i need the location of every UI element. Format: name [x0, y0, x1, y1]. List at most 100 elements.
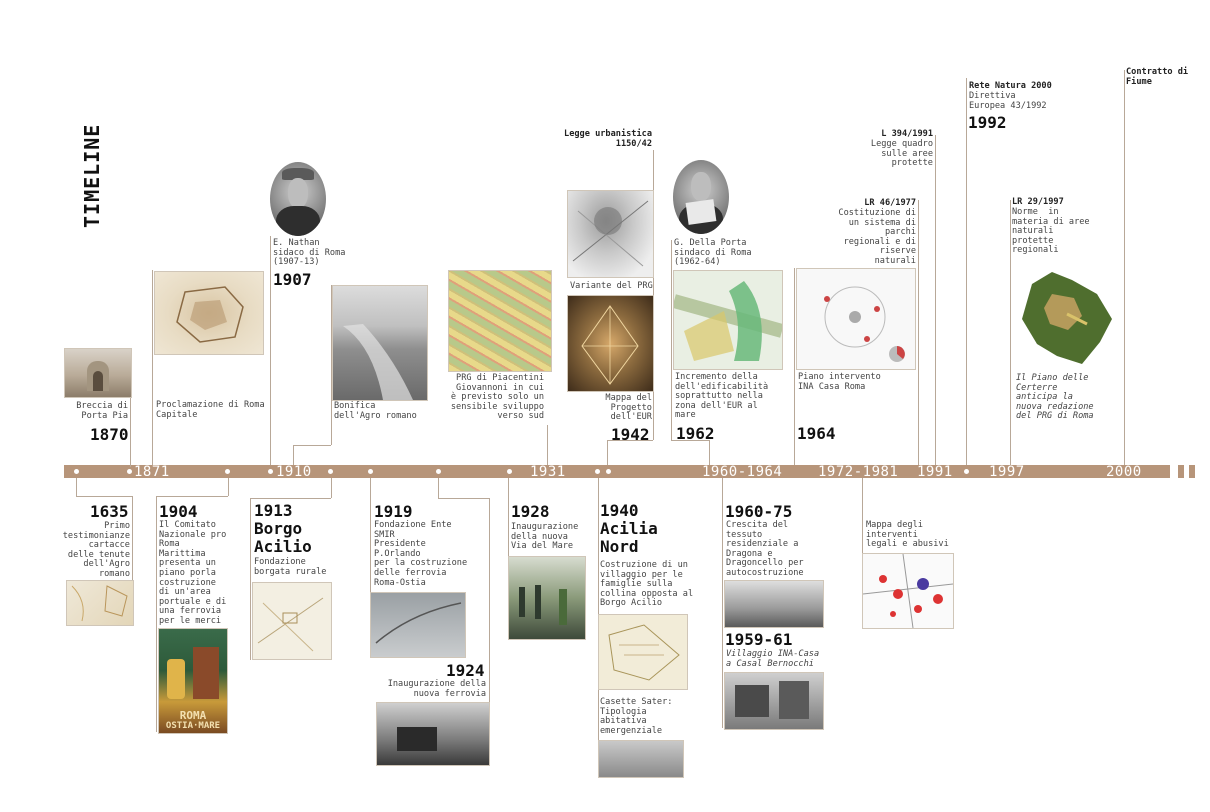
event-1997-text: Norme in materia di aree naturali protet…	[1012, 207, 1090, 256]
connector-line	[709, 440, 710, 465]
event-1919-year: 1919	[374, 502, 413, 521]
prg-piacentini-map	[448, 270, 552, 372]
bar-label-1931: 1931	[530, 464, 566, 480]
edificabilita-map	[673, 270, 783, 370]
event-1924-text: Inaugurazione della nuova ferrovia	[387, 679, 486, 699]
nuova-ferrovia-photo	[376, 702, 490, 766]
connector-line	[722, 478, 723, 728]
certerre-plan-map	[1012, 264, 1116, 372]
nathan-portrait	[270, 162, 326, 236]
dragona-photo	[724, 580, 824, 628]
connector-line	[76, 478, 77, 496]
via-del-mare-painting	[508, 556, 586, 640]
rome-capital-map	[154, 271, 264, 355]
ferrovia-roma-ostia-map	[370, 592, 466, 658]
connector-line	[489, 498, 490, 763]
event-1959-text: Villaggio INA-Casa a Casal Bernocchi	[726, 649, 820, 669]
event-1942-text2: Mappa del Progetto dell'EUR	[605, 393, 652, 423]
della-porta-portrait	[673, 160, 729, 234]
bar-label-1972-1981: 1972-1981	[818, 464, 899, 480]
bar-dot	[964, 469, 969, 474]
timeline-bar	[64, 465, 1170, 478]
roma-ostia-mare-poster: ROMA OSTIA·MARE	[158, 628, 228, 734]
event-1960-year: 1960-75	[725, 502, 793, 521]
connector-line	[438, 478, 439, 498]
bar-dot	[268, 469, 273, 474]
variante-prg-map	[567, 190, 654, 278]
event-1992-text: Direttiva Europea 43/1992	[969, 91, 1047, 111]
bar-label-1997: 1997	[989, 464, 1025, 480]
event-1964-year: 1964	[797, 424, 836, 443]
event-1910-text: Bonifica dell'Agro romano	[334, 401, 417, 421]
connector-line	[132, 496, 133, 624]
event-1977-text: Costituzione di un sistema di parchi reg…	[838, 208, 916, 266]
event-1904-text: Il Comitato Nazionale pro Roma Marittima…	[159, 520, 227, 626]
connector-line	[130, 385, 131, 467]
bar-dot	[127, 469, 132, 474]
event-2000-head: Contratto di Fiume	[1126, 67, 1189, 87]
event-1907-year: 1907	[273, 270, 312, 289]
borgata-rurale-plan	[252, 582, 332, 660]
event-1928-year: 1928	[511, 502, 550, 521]
connector-line	[1010, 200, 1011, 465]
connector-line	[331, 285, 332, 445]
event-1942-year: 1942	[611, 425, 650, 444]
connector-line	[293, 445, 331, 446]
event-1972-text: Mappa degli interventi legali e abusivi	[866, 520, 949, 550]
bar-dot	[328, 469, 333, 474]
event-1907-text: E. Nathan sidaco di Roma (1907-13)	[273, 238, 346, 268]
event-1919-text: Fondazione Ente SMIR Presidente P.Orland…	[374, 520, 468, 588]
connector-line	[156, 496, 157, 732]
connector-line	[152, 270, 153, 465]
acilia-nord-plan	[598, 614, 688, 690]
event-1870-year: 1870	[90, 425, 129, 444]
event-1940-text: Costruzione di un villaggio per le famig…	[600, 560, 694, 609]
connector-line	[607, 440, 608, 465]
connector-line	[156, 496, 228, 497]
timeline-title: TIMELINE	[74, 108, 110, 228]
bar-label-1991: 1991	[917, 464, 953, 480]
connector-line	[1124, 70, 1125, 465]
timeline-title-text: TIMELINE	[80, 123, 104, 228]
event-1962-text2: Incremento della dell'edificabilità sopr…	[675, 372, 769, 421]
casal-bernocchi-photo	[724, 672, 824, 730]
event-1635-year: 1635	[90, 502, 129, 521]
connector-line	[76, 496, 132, 497]
event-1992-year: 1992	[968, 113, 1007, 132]
connector-line	[438, 498, 489, 499]
connector-line	[228, 478, 229, 496]
bar-dot	[595, 469, 600, 474]
event-1940-year: 1940 Acilia Nord	[600, 501, 658, 556]
bar-dot	[225, 469, 230, 474]
connector-line	[250, 498, 251, 660]
event-1991-head: L 394/1991	[881, 129, 933, 139]
timeline-bar-end-2	[1189, 465, 1195, 478]
bar-dot	[74, 469, 79, 474]
bar-label-1960-1964: 1960-1964	[702, 464, 783, 480]
event-1904-year: 1904	[159, 502, 198, 521]
connector-line	[794, 268, 795, 465]
connector-line	[270, 236, 271, 465]
interventi-map	[862, 553, 954, 629]
connector-line	[250, 498, 331, 499]
event-1960-text: Crescita del tessuto residenziale a Drag…	[726, 520, 804, 578]
event-1964-text: Piano intervento INA Casa Roma	[798, 372, 881, 392]
bar-dot	[436, 469, 441, 474]
timeline-bar-end-1	[1178, 465, 1184, 478]
event-1942-head: Legge urbanistica 1150/42	[564, 129, 652, 149]
event-1962-year: 1962	[676, 424, 715, 443]
connector-line	[331, 478, 332, 498]
event-1962-text: G. Della Porta sindaco di Roma (1962-64)	[674, 238, 752, 268]
connector-line	[966, 78, 967, 465]
event-1997-text2: Il Piano delle Certerre anticipa la nuov…	[1016, 373, 1094, 422]
event-1940-text2: Casette Sater: Tipologia abitativa emerg…	[600, 697, 673, 736]
bar-dot	[368, 469, 373, 474]
connector-line	[607, 440, 653, 441]
ina-casa-plan-map	[796, 268, 916, 370]
event-1913-text: Fondazione borgata rurale	[254, 557, 327, 577]
event-1997-head: LR 29/1997	[1012, 197, 1064, 207]
event-1991-text: Legge quadro sulle aree protette	[870, 139, 933, 169]
event-1931-text: PRG di Piacentini Giovannoni in cui è pr…	[450, 373, 544, 422]
bar-dot	[606, 469, 611, 474]
event-1942-text1: Variante del PRG	[570, 281, 653, 291]
